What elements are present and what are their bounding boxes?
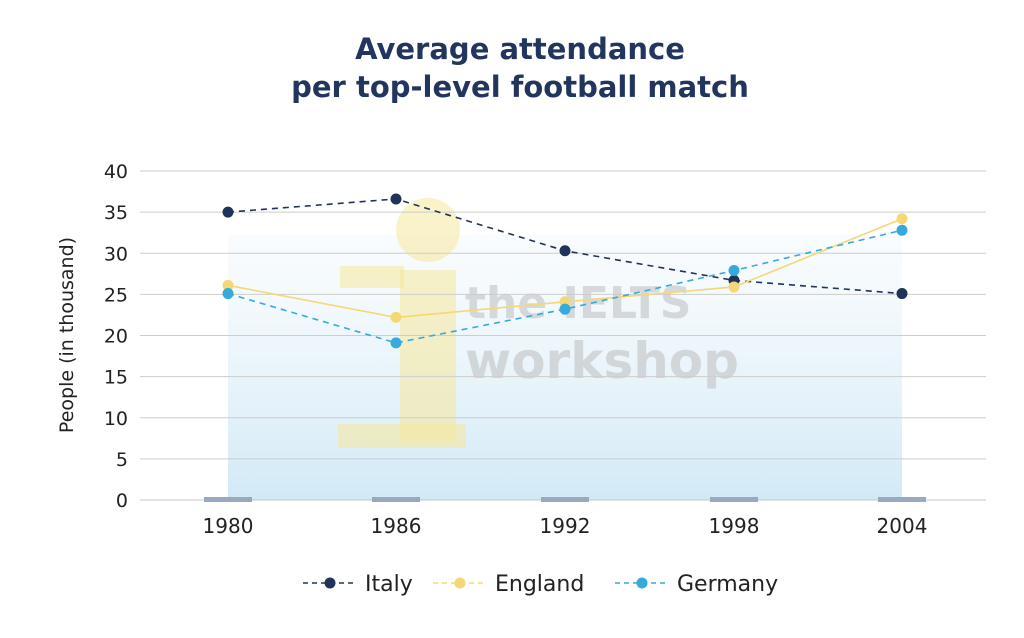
data-point-england [390,311,402,323]
watermark: the IELTS workshop [338,198,739,448]
series-germany [222,224,908,349]
watermark-logo-dot [396,198,460,262]
y-tick-label: 35 [104,202,128,224]
x-tick-label: 1998 [709,514,760,538]
legend-item-england: England [433,572,584,597]
chart-title-line-2: per top-level football match [291,70,749,104]
y-tick-label: 5 [116,449,128,471]
chart-title-line-1: Average attendance [355,32,685,66]
watermark-logo-base [338,424,466,448]
legend-label: Italy [365,572,413,597]
series-england [222,213,908,323]
data-point-england [222,279,234,291]
x-axis-bar-marker [878,497,926,502]
watermark-text-2: workshop [465,332,739,390]
y-tick-label: 0 [116,490,128,512]
data-point-england [728,281,740,293]
x-axis-bar-marker [541,497,589,502]
x-tick-label: 1992 [540,514,591,538]
legend-label: England [495,572,584,597]
y-tick-label: 25 [104,284,128,306]
y-tick-label: 10 [104,408,128,430]
data-point-germany [390,337,402,349]
data-point-england [896,213,908,225]
x-tick-label: 2004 [877,514,928,538]
legend-item-germany: Germany [615,572,778,597]
x-axis-bar-marker [372,497,420,502]
y-tick-label: 20 [104,326,128,348]
y-axis-label: People (in thousand) [56,237,78,433]
watermark-text-1: the IELTS [465,278,691,329]
x-tick-label: 1986 [371,514,422,538]
legend-marker [454,577,466,589]
y-tick-label: 15 [104,367,128,389]
legend-label: Germany [677,572,778,597]
data-point-italy [896,288,908,300]
x-tick-label: 1980 [203,514,254,538]
legend-item-italy: Italy [303,572,413,597]
data-point-germany [896,224,908,236]
chart-title: Average attendance per top-level footbal… [0,30,1024,106]
data-point-germany [728,265,740,277]
data-point-italy [222,206,234,218]
legend-marker [636,577,648,589]
data-point-italy [559,245,571,257]
watermark-logo-stem [400,270,456,442]
x-axis-bar-marker [204,497,252,502]
data-point-italy [390,193,402,205]
legend-marker [324,577,336,589]
watermark-logo-flag [340,266,404,288]
x-axis-bar-marker [710,497,758,502]
data-point-germany [222,288,234,300]
y-tick-label: 40 [104,161,128,183]
y-tick-label: 30 [104,243,128,265]
data-point-germany [559,303,571,315]
